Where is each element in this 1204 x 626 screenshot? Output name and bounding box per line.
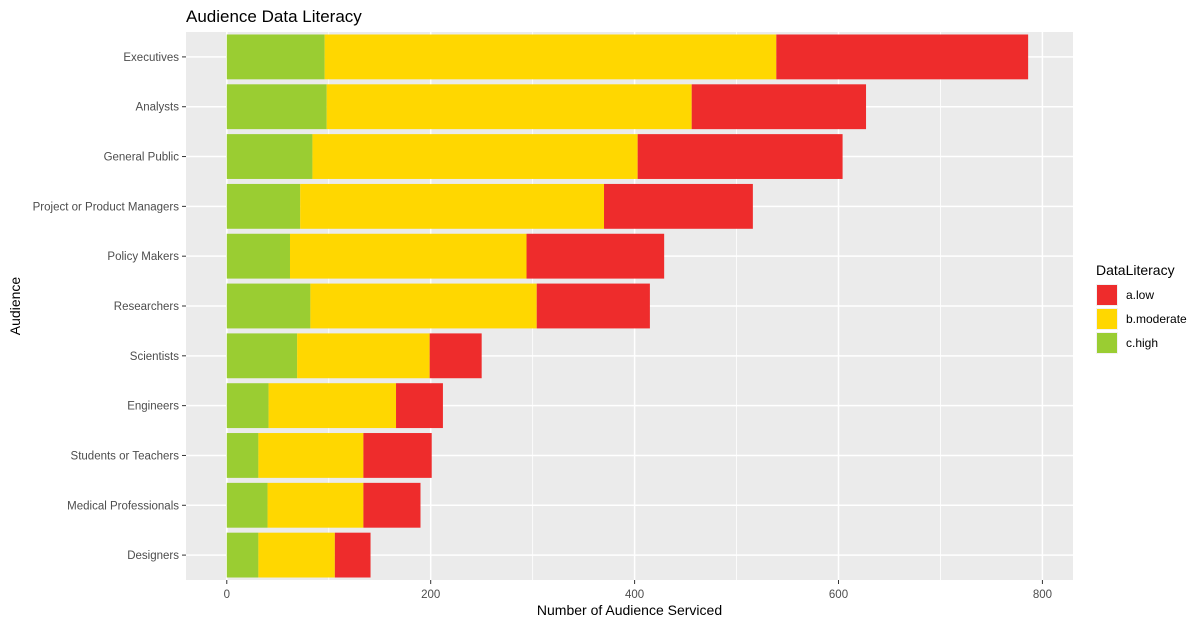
- bar-segment-b-moderate: [268, 383, 397, 429]
- y-tick-label: Students or Teachers: [71, 450, 180, 462]
- bar-segment-b-moderate: [297, 333, 430, 379]
- bar-segment-b-moderate: [258, 532, 335, 578]
- bar-segment-a-low: [526, 233, 665, 279]
- y-tick-label: Analysts: [136, 102, 180, 114]
- x-tick-label: 800: [1033, 589, 1052, 601]
- y-tick-label: Project or Product Managers: [33, 201, 180, 213]
- x-axis-title: Number of Audience Serviced: [537, 602, 722, 618]
- legend-label: a.low: [1126, 288, 1154, 302]
- bar-segment-c-high: [226, 84, 327, 130]
- bars: [226, 34, 1029, 578]
- bar-segment-c-high: [226, 532, 259, 578]
- bar-segment-c-high: [226, 134, 313, 179]
- bar-segment-c-high: [226, 383, 269, 429]
- bar-segment-a-low: [637, 134, 843, 179]
- y-tick-label: Designers: [127, 550, 179, 562]
- legend-key-a-low: [1097, 285, 1117, 305]
- legend-label: b.moderate: [1126, 312, 1187, 326]
- bar-segment-c-high: [226, 233, 290, 279]
- legend-title: DataLiteracy: [1096, 262, 1175, 278]
- bar-segment-c-high: [226, 283, 311, 329]
- y-tick-label: Medical Professionals: [67, 500, 179, 512]
- chart-title: Audience Data Literacy: [186, 7, 362, 26]
- y-tick-label: Policy Makers: [107, 251, 179, 263]
- y-tick-label: Executives: [123, 52, 179, 64]
- bar-segment-a-low: [363, 433, 432, 478]
- bar-segment-a-low: [691, 84, 867, 130]
- x-axis-ticks: 0 200 400 600 800: [224, 580, 1052, 601]
- y-axis-title: Audience: [7, 277, 23, 336]
- x-tick-label: 200: [421, 589, 440, 601]
- legend-items: a.low b.moderate c.high: [1096, 284, 1187, 354]
- bar-segment-a-low: [536, 283, 650, 329]
- bar-segment-b-moderate: [310, 283, 537, 329]
- legend-key-b-moderate: [1097, 309, 1117, 329]
- y-tick-label: Scientists: [130, 351, 179, 363]
- bar-segment-c-high: [226, 183, 301, 229]
- bar-segment-b-moderate: [267, 482, 364, 528]
- bar-segment-b-moderate: [324, 34, 777, 80]
- bar-segment-b-moderate: [289, 233, 527, 279]
- legend-key-c-high: [1097, 333, 1117, 353]
- y-tick-label: General Public: [104, 152, 180, 164]
- bar-segment-a-low: [429, 333, 482, 379]
- bar-segment-c-high: [226, 482, 268, 528]
- bar-segment-a-low: [334, 532, 371, 578]
- x-tick-label: 600: [829, 589, 848, 601]
- bar-segment-b-moderate: [300, 183, 605, 229]
- bar-segment-a-low: [776, 34, 1029, 80]
- bar-segment-b-moderate: [258, 433, 364, 478]
- x-tick-label: 400: [625, 589, 644, 601]
- bar-segment-c-high: [226, 333, 298, 379]
- bar-segment-a-low: [396, 383, 443, 429]
- bar-segment-b-moderate: [312, 134, 638, 179]
- y-axis-ticks: Executives Analysts General Public Project …: [33, 52, 186, 562]
- bar-segment-a-low: [604, 183, 753, 229]
- bar-segment-a-low: [363, 482, 421, 528]
- bar-segment-c-high: [226, 34, 325, 80]
- x-tick-label: 0: [224, 589, 230, 601]
- legend: DataLiteracy a.low b.moderate c.high: [1096, 262, 1187, 354]
- bar-segment-c-high: [226, 433, 259, 478]
- y-tick-label: Researchers: [114, 301, 179, 313]
- legend-label: c.high: [1126, 336, 1158, 350]
- bar-segment-b-moderate: [326, 84, 692, 130]
- y-tick-label: Engineers: [127, 401, 179, 413]
